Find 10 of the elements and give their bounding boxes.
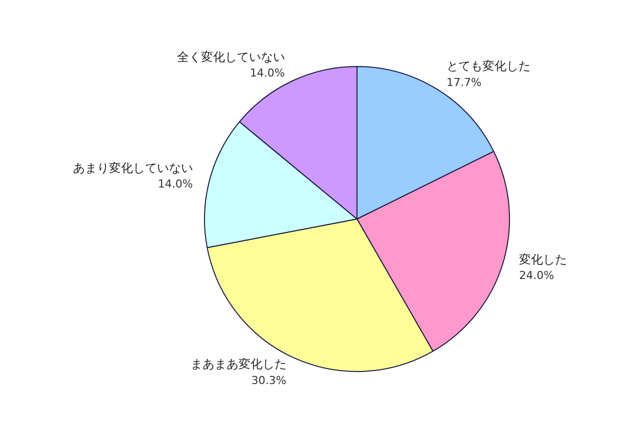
data-label: 17.7%	[446, 76, 482, 89]
slice-label: 変化した	[519, 252, 568, 266]
slice-label: まあまあ変化した	[190, 357, 286, 372]
slice-label: 全く変化していない	[176, 50, 285, 64]
data-label: 30.3%	[251, 374, 286, 387]
data-label: 14.0%	[250, 66, 285, 80]
data-label: 14.0%	[158, 178, 193, 191]
slice-label: とても変化した	[446, 59, 530, 74]
slice-label: あまり変化していない	[72, 160, 193, 175]
data-label: 24.0%	[519, 269, 554, 282]
